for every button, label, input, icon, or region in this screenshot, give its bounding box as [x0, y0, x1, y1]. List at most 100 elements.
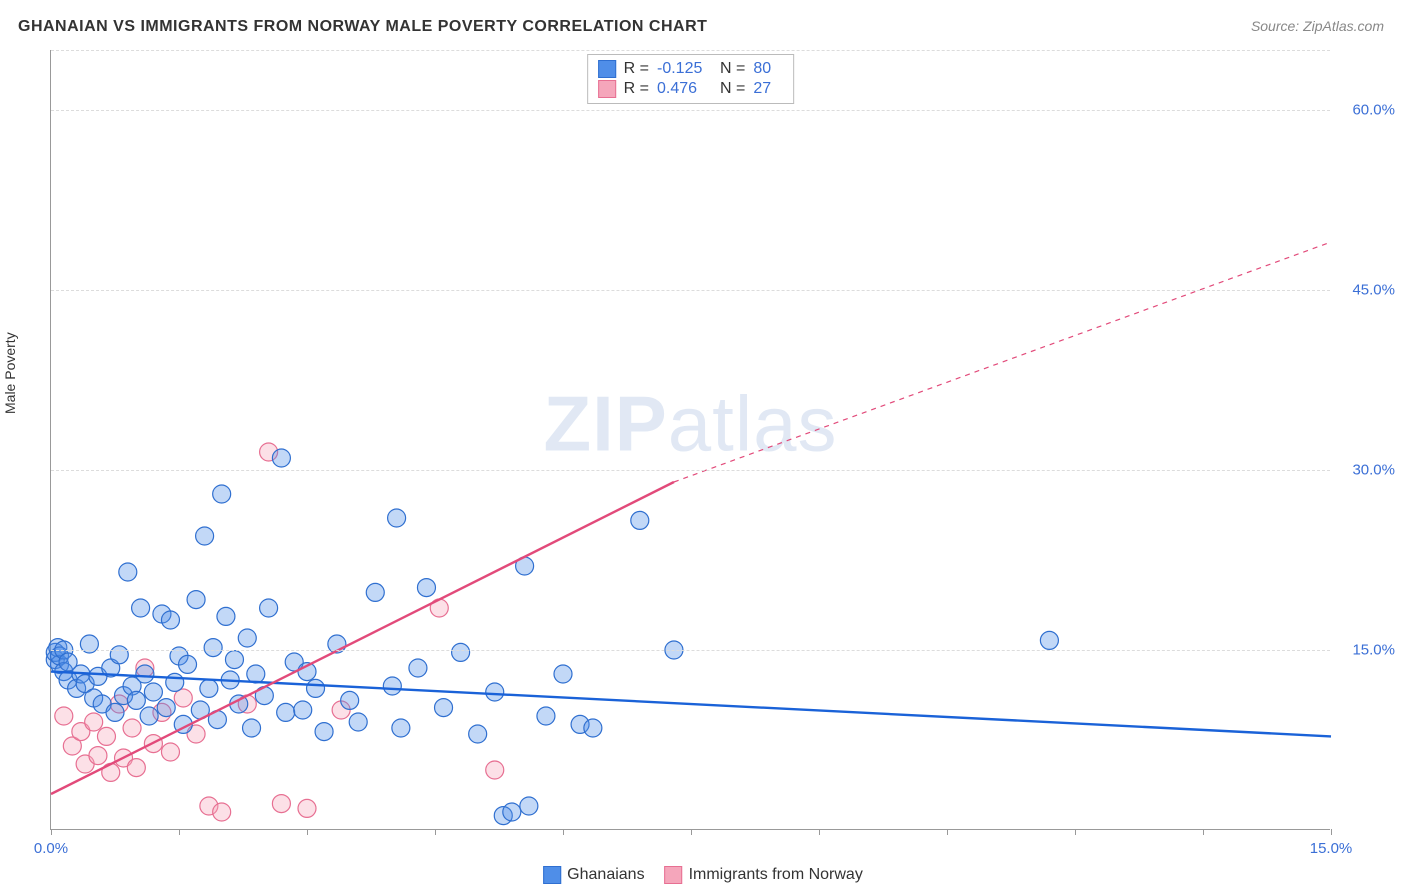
norway-trend-line [51, 482, 674, 794]
x-tick [819, 829, 820, 835]
plot-area: ZIPatlas R =-0.125N =80R =0.476N =27 15.… [50, 50, 1330, 830]
ghanaians-point [213, 485, 231, 503]
x-tick [179, 829, 180, 835]
ghanaians-point [272, 449, 290, 467]
ghanaians-point [225, 651, 243, 669]
ghanaians-point [417, 579, 435, 597]
x-tick [563, 829, 564, 835]
norway-point [89, 747, 107, 765]
x-tick-label: 0.0% [34, 840, 68, 857]
ghanaians-point [166, 673, 184, 691]
norway-point [127, 759, 145, 777]
swatch-norway [598, 80, 616, 98]
n-label: N = [720, 60, 745, 78]
legend-label: Ghanaians [567, 866, 644, 884]
source-label: Source: ZipAtlas.com [1251, 18, 1384, 34]
n-value: 80 [753, 60, 783, 78]
ghanaians-point [119, 563, 137, 581]
ghanaians-point [140, 707, 158, 725]
bottom-legend: Ghanaians Immigrants from Norway [543, 866, 863, 884]
norway-point [486, 761, 504, 779]
grid-line [51, 470, 1330, 471]
norway-point [85, 713, 103, 731]
ghanaians-point [503, 803, 521, 821]
norway-point [298, 799, 316, 817]
ghanaians-point [486, 683, 504, 701]
x-tick [51, 829, 52, 835]
ghanaians-point [631, 511, 649, 529]
grid-line [51, 50, 1330, 51]
ghanaians-point [1040, 631, 1058, 649]
stats-row-ghanaians: R =-0.125N =80 [598, 59, 784, 79]
n-label: N = [720, 80, 745, 98]
grid-line [51, 290, 1330, 291]
ghanaians-point [136, 665, 154, 683]
ghanaians-point [277, 703, 295, 721]
stats-box: R =-0.125N =80R =0.476N =27 [587, 54, 795, 104]
ghanaians-point [217, 607, 235, 625]
legend-label: Immigrants from Norway [689, 866, 863, 884]
ghanaians-point [243, 719, 261, 737]
ghanaians-point [144, 683, 162, 701]
ghanaians-point [366, 583, 384, 601]
ghanaians-point [127, 691, 145, 709]
legend-item-norway: Immigrants from Norway [665, 866, 863, 884]
swatch-ghanaians [598, 60, 616, 78]
legend-swatch-norway [665, 866, 683, 884]
norway-point [97, 727, 115, 745]
y-tick-label: 45.0% [1352, 282, 1395, 299]
chart-title: GHANAIAN VS IMMIGRANTS FROM NORWAY MALE … [18, 18, 707, 36]
ghanaians-point [584, 719, 602, 737]
r-label: R = [624, 80, 649, 98]
ghanaians-point [383, 677, 401, 695]
ghanaians-point [294, 701, 312, 719]
ghanaians-point [161, 611, 179, 629]
chart-svg [51, 50, 1330, 829]
legend-item-ghanaians: Ghanaians [543, 866, 644, 884]
x-tick [435, 829, 436, 835]
ghanaians-point [469, 725, 487, 743]
norway-point [213, 803, 231, 821]
ghanaians-point [341, 691, 359, 709]
y-tick-label: 30.0% [1352, 462, 1395, 479]
x-tick [1075, 829, 1076, 835]
r-value: 0.476 [657, 80, 712, 98]
norway-trend-dashed [674, 242, 1331, 482]
ghanaians-point [110, 646, 128, 664]
ghanaians-point [349, 713, 367, 731]
ghanaians-point [204, 639, 222, 657]
ghanaians-point [132, 599, 150, 617]
norway-point [55, 707, 73, 725]
norway-point [123, 719, 141, 737]
ghanaians-point [554, 665, 572, 683]
ghanaians-point [409, 659, 427, 677]
ghanaians-point [238, 629, 256, 647]
grid-line [51, 110, 1330, 111]
x-tick [691, 829, 692, 835]
norway-point [272, 795, 290, 813]
ghanaians-point [187, 591, 205, 609]
stats-row-norway: R = 0.476 N = 27 [598, 79, 784, 99]
ghanaians-point [315, 723, 333, 741]
ghanaians-point [452, 643, 470, 661]
ghanaians-point [520, 797, 538, 815]
ghanaians-point [388, 509, 406, 527]
ghanaians-point [200, 679, 218, 697]
x-tick [1203, 829, 1204, 835]
ghanaians-point [392, 719, 410, 737]
norway-point [161, 743, 179, 761]
ghanaians-point [196, 527, 214, 545]
ghanaians-point [247, 665, 265, 683]
x-tick-label: 15.0% [1310, 840, 1353, 857]
r-label: R = [624, 60, 649, 78]
y-tick-label: 15.0% [1352, 642, 1395, 659]
ghanaians-point [179, 655, 197, 673]
ghanaians-point [260, 599, 278, 617]
n-value: 27 [753, 80, 783, 98]
legend-swatch-ghanaians [543, 866, 561, 884]
ghanaians-point [307, 679, 325, 697]
grid-line [51, 650, 1330, 651]
ghanaians-point [157, 699, 175, 717]
x-tick [307, 829, 308, 835]
x-tick [947, 829, 948, 835]
